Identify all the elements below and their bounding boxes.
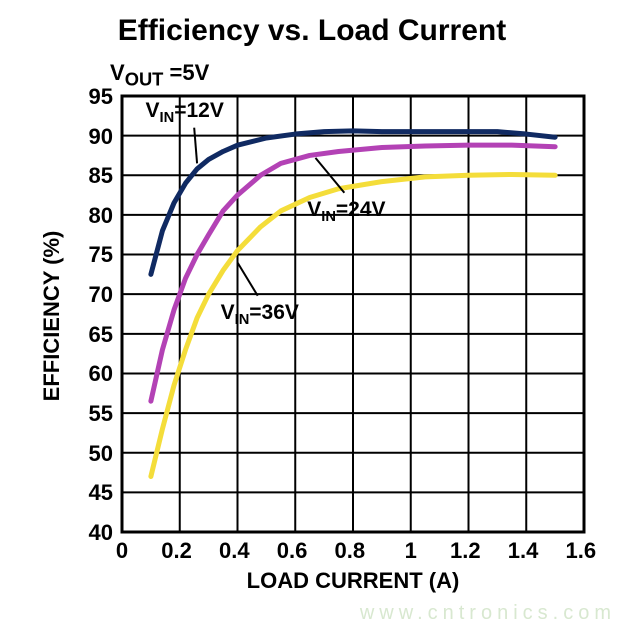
annotation-vin36: VIN=36V [221, 301, 299, 328]
ytick-label: 50 [88, 441, 112, 467]
watermark: www.cntronics.com [360, 602, 616, 625]
xtick-label: 0.6 [277, 538, 308, 564]
leader-vin12 [194, 128, 197, 164]
ytick-label: 55 [88, 401, 112, 427]
xtick-label: 0.4 [219, 538, 250, 564]
ytick-label: 85 [88, 163, 112, 189]
xtick-label: 1.2 [450, 538, 481, 564]
ytick-label: 80 [88, 203, 112, 229]
xtick-label: 0 [116, 538, 128, 564]
annotation-vin24: VIN=24V [307, 198, 385, 225]
ytick-label: 45 [88, 480, 112, 506]
xtick-label: 1.6 [566, 538, 597, 564]
ytick-label: 70 [88, 282, 112, 308]
leader-vin36 [238, 262, 258, 295]
ytick-label: 75 [88, 242, 112, 268]
ytick-label: 65 [88, 322, 112, 348]
x-axis-label: LOAD CURRENT (A) [122, 568, 584, 594]
y-axis-label: EFFICIENCY (%) [39, 98, 65, 534]
ytick-label: 95 [88, 84, 112, 110]
xtick-label: 0.2 [161, 538, 192, 564]
ytick-label: 90 [88, 124, 112, 150]
annotation-vin12: VIN=12V [146, 99, 224, 126]
xtick-label: 1.4 [508, 538, 539, 564]
xtick-label: 0.8 [335, 538, 366, 564]
ytick-label: 60 [88, 361, 112, 387]
ytick-label: 40 [88, 520, 112, 546]
xtick-label: 1 [405, 538, 417, 564]
